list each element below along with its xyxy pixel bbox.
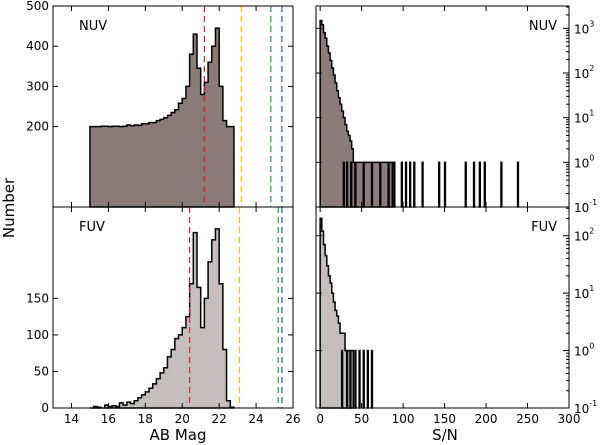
x-tick-label-fuv_sn: 100: [392, 412, 415, 426]
x-tick-label-fuv_sn: 300: [558, 412, 581, 426]
y-tick-label-fuv_sn: 101: [574, 284, 594, 301]
histogram-spike-nuv_sn: [391, 161, 394, 208]
histogram-spike-nuv_sn: [345, 161, 349, 208]
histogram-spike-nuv_sn: [443, 161, 447, 208]
histogram-spike-nuv_sn: [438, 161, 441, 208]
histogram-spike-nuv_sn: [362, 161, 365, 208]
histogram-spike-nuv_sn: [464, 161, 467, 208]
panel-label-fuv_mag: FUV: [79, 220, 105, 235]
x-tick-label-fuv_mag: 22: [212, 412, 227, 426]
y-axis-title: Number: [0, 177, 18, 238]
histogram-spike-fuv_sn: [366, 349, 370, 409]
histogram-spike-nuv_sn: [370, 161, 374, 208]
histogram-spike-nuv_sn: [387, 161, 390, 208]
plot-frame-fuv_mag: [52, 206, 294, 409]
histogram-spike-fuv_sn: [345, 349, 349, 409]
y-tick-label-nuv_sn: 100: [574, 153, 594, 170]
histogram-spike-fuv_sn: [354, 349, 357, 409]
histogram-spike-nuv_sn: [516, 161, 520, 208]
x-tick-label-fuv_mag: 24: [248, 412, 263, 426]
y-tick-label-nuv_sn: 101: [574, 109, 594, 126]
x-tick-label-fuv_mag: 26: [285, 412, 300, 426]
histogram-spike-nuv_sn: [400, 161, 404, 208]
x-tick-label-fuv_mag: 16: [101, 412, 116, 426]
x-tick-label-fuv_sn: 250: [516, 412, 539, 426]
y-tick-label-fuv_sn: 102: [574, 227, 594, 244]
x-tick-label-fuv_sn: 50: [354, 412, 369, 426]
histogram-spike-nuv_sn: [342, 161, 345, 208]
histogram-spike-nuv_sn: [483, 161, 486, 208]
x-tick-label-fuv_mag: 14: [64, 412, 79, 426]
histogram-nuv_mag: [89, 27, 235, 208]
histogram-spike-fuv_sn: [370, 349, 374, 409]
x-tick-label-fuv_mag: 20: [175, 412, 190, 426]
histogram-spike-nuv_sn: [404, 161, 408, 208]
y-tick-label-nuv_mag: 400: [26, 39, 49, 53]
histogram-spike-nuv_sn: [472, 161, 476, 208]
y-tick-label-nuv_sn: 10-1: [574, 198, 597, 215]
x-tick-label-fuv_sn: 150: [433, 412, 456, 426]
histogram-nuv_sn: [319, 19, 396, 208]
histogram-spike-nuv_sn: [408, 161, 412, 208]
histogram-spike-nuv_sn: [350, 161, 353, 208]
plot-frame-fuv_sn: [315, 206, 570, 409]
x-tick-label-fuv_mag: 18: [138, 412, 153, 426]
histogram-spike-fuv_sn: [362, 349, 365, 409]
y-tick-label-nuv_mag: 500: [26, 0, 49, 13]
histogram-spike-nuv_sn: [413, 161, 416, 208]
x-axis-title-right: S/N: [432, 426, 458, 444]
histogram-spike-fuv_sn: [349, 349, 352, 409]
y-tick-label-nuv_sn: 102: [574, 64, 594, 81]
y-tick-label-fuv_mag: 150: [26, 291, 49, 305]
histogram-spike-nuv_sn: [478, 161, 481, 208]
y-tick-label-nuv_mag: 300: [26, 79, 49, 93]
y-tick-label-nuv_mag: 200: [26, 120, 49, 134]
x-axis-title-left: AB Mag: [150, 426, 207, 444]
histogram-fuv_mag: [89, 228, 235, 409]
y-tick-label-fuv_sn: 100: [574, 342, 594, 359]
histogram-spike-nuv_sn: [354, 161, 357, 208]
panel-label-nuv_sn: NUV: [529, 19, 557, 34]
y-tick-label-nuv_sn: 103: [574, 19, 594, 36]
panel-label-fuv_sn: FUV: [531, 220, 557, 235]
y-tick-label-fuv_mag: 0: [41, 401, 49, 415]
histogram-fuv_sn: [319, 217, 355, 409]
histogram-spike-nuv_sn: [379, 161, 382, 208]
x-tick-label-fuv_sn: 0: [316, 412, 324, 426]
panel-label-nuv_mag: NUV: [79, 19, 107, 34]
histogram-spike-nuv_sn: [421, 161, 424, 208]
histogram-spike-fuv_sn: [358, 349, 361, 409]
histogram-spike-fuv_sn: [340, 349, 344, 409]
y-tick-label-fuv_mag: 100: [26, 328, 49, 342]
x-tick-label-fuv_sn: 200: [475, 412, 498, 426]
y-tick-label-fuv_mag: 50: [34, 364, 49, 378]
histogram-spike-nuv_sn: [500, 161, 503, 208]
